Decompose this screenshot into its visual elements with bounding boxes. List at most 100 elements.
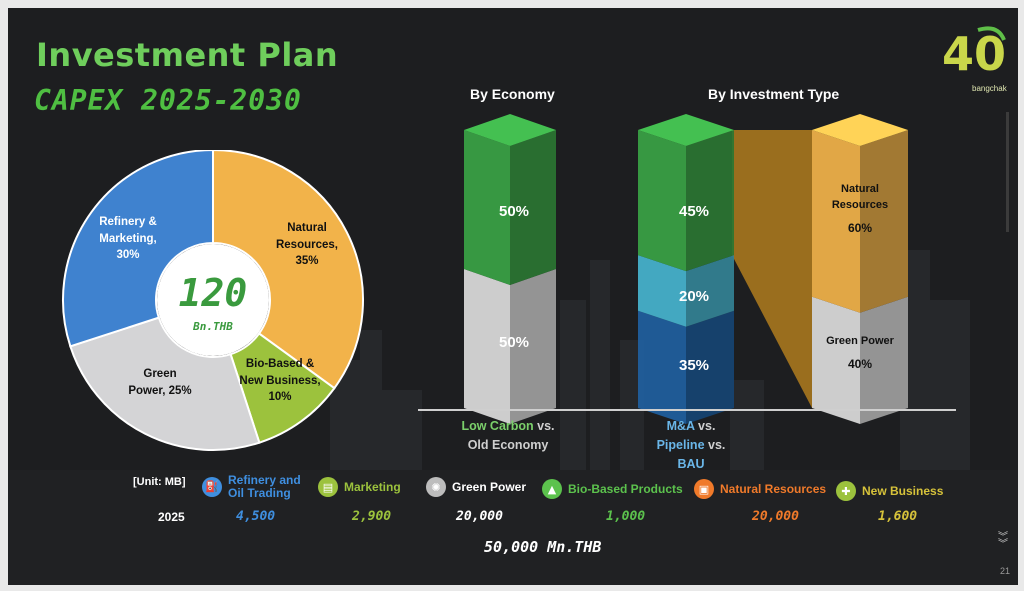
caption-vs: vs.: [694, 419, 716, 433]
breakdown-label-line1: Natural: [841, 183, 879, 195]
investment-bar-seg-2-left: [638, 130, 686, 272]
chart-title-by-economy: By Economy: [470, 86, 555, 102]
legend-refinery: ⛽ Refinery and Oil Trading: [202, 474, 301, 499]
investment-pct-mid: 20%: [678, 288, 710, 305]
slice-label-line1: Green: [143, 368, 177, 380]
logo-number: 40: [942, 27, 1006, 81]
economy-bar-seg-0-left: [464, 269, 510, 424]
caption-vs: vs.: [533, 419, 555, 433]
breakdown-label-pct: 40%: [847, 356, 873, 371]
caption-by-economy: Low Carbon vs. Old Economy: [448, 417, 568, 455]
breakdown-label-natural-resources: Natural Resources 60%: [818, 182, 902, 237]
slice-label-pct: 30%: [116, 249, 140, 262]
logo-subtext: bangchak: [972, 84, 1007, 93]
caption-old-economy: Old Economy: [467, 437, 549, 452]
legend-bio-based-text: Bio-Based Products: [568, 481, 683, 496]
slice-label-line2: Power, 25%: [128, 384, 192, 397]
slice-label-line1: Refinery &: [99, 216, 157, 228]
caption-by-investment-type: M&A vs. Pipeline vs. BAU: [636, 417, 746, 473]
slice-label-refinery: Refinery & Marketing, 30%: [78, 214, 178, 264]
slice-label-line2: Marketing,: [99, 232, 157, 245]
caption-low-carbon: Low Carbon: [461, 419, 534, 433]
investment-pct-bottom: 35%: [678, 357, 710, 374]
page-number: 21: [1000, 566, 1011, 576]
donut-chart: 120 Bn.THB: [62, 150, 364, 451]
economy-bar-seg-0-right: [510, 269, 556, 424]
breakdown-label-line2: Resources: [831, 198, 889, 211]
slice-label-line1: Natural: [287, 222, 327, 234]
legend-refinery-text: Refinery and Oil Trading: [228, 474, 301, 499]
caption-bau: BAU: [677, 456, 705, 471]
value-natural-resources: 20,000: [752, 509, 799, 524]
ma-breakdown-connector: [732, 130, 812, 408]
legend-green-power-text: Green Power: [452, 479, 527, 494]
donut-slice-2: [69, 316, 261, 451]
legend-marketing: ▤ Marketing: [318, 477, 401, 497]
legend-refinery-line1: Refinery and: [228, 473, 301, 487]
slice-label-green-power: Green Power, 25%: [110, 366, 210, 399]
total-value: 50,000 Mn.THB: [484, 538, 602, 556]
slice-label-line2: Resources,: [275, 238, 338, 251]
breakdown-bar-seg-0-right: [860, 296, 908, 424]
new-business-icon: ✚: [836, 481, 856, 501]
green-power-icon: ✺: [426, 477, 446, 497]
donut-slice-3: [62, 150, 214, 348]
donut-center-value: 120: [179, 271, 248, 315]
donut-center: [157, 244, 269, 356]
breakdown-bar-seg-1-right: [860, 130, 908, 313]
legend-natural-resources-text: Natural Resources: [720, 481, 827, 496]
economy-bar-top: [464, 114, 556, 146]
investment-bar-seg-2-right: [686, 130, 734, 272]
legend-natural-resources: ▣ Natural Resources: [694, 479, 826, 499]
legend-new-business-text: New Business: [862, 483, 944, 498]
breakdown-bar-top: [812, 114, 908, 146]
breakdown-bar-seg-1-left: [812, 130, 860, 313]
economy-bar-seg-1-left: [464, 130, 510, 285]
breakdown-label-name: Green Power: [826, 335, 894, 347]
economy-pct-top: 50%: [498, 203, 530, 220]
value-bio-based: 1,000: [606, 509, 646, 524]
investment-bar-top: [638, 114, 734, 146]
slice-label-line1: Bio-Based &: [245, 358, 315, 370]
legend-refinery-line2: Oil Trading: [228, 485, 291, 500]
chart-title-by-investment-type: By Investment Type: [708, 86, 840, 102]
caption-pipeline: Pipeline: [656, 437, 705, 452]
refinery-icon: ⛽: [202, 476, 222, 497]
bar-baseline: [418, 409, 956, 411]
year-label: 2025: [158, 510, 185, 524]
value-marketing: 2,900: [352, 509, 392, 524]
value-refinery: 4,500: [236, 509, 276, 524]
slice-label-line2: New Business,: [239, 374, 321, 387]
breakdown-label-pct: 60%: [847, 220, 873, 235]
caption-ma: M&A: [666, 419, 695, 433]
value-green-power: 20,000: [456, 509, 503, 524]
scrollbar[interactable]: [1006, 112, 1009, 232]
legend-new-business: ✚ New Business: [836, 481, 943, 501]
donut-center-unit: Bn.THB: [192, 320, 233, 333]
slice-label-bio-based: Bio-Based & New Business, 10%: [228, 356, 332, 406]
investment-bar-seg-1-right: [686, 255, 734, 327]
page-subtitle: CAPEX 2025-2030: [34, 84, 302, 117]
marketing-icon: ▤: [318, 477, 338, 497]
bio-based-icon: ▲: [542, 479, 562, 499]
breakdown-bar-seg-0-left: [812, 296, 860, 424]
natural-resources-icon: ▣: [694, 479, 714, 499]
donut-slice-0: [212, 150, 364, 390]
investment-bar-seg-1-left: [638, 255, 686, 327]
value-new-business: 1,600: [878, 509, 918, 524]
investment-bar-seg-0-left: [638, 310, 686, 424]
next-slide-chevron-icon[interactable]: ︾ ︾: [998, 532, 1008, 550]
slice-label-pct: 10%: [268, 391, 292, 404]
investment-pct-top: 45%: [678, 203, 710, 220]
legend-bio-based: ▲ Bio-Based Products: [542, 479, 683, 499]
legend-green-power: ✺ Green Power: [426, 477, 526, 497]
breakdown-label-green-power: Green Power 40%: [812, 334, 908, 373]
bangchak-40-logo: 40: [942, 26, 1006, 81]
investment-bar-seg-0-right: [686, 310, 734, 424]
caption-vs: vs.: [704, 437, 726, 452]
slice-label-pct: 35%: [295, 255, 319, 268]
economy-bar-seg-1-right: [510, 130, 556, 285]
legend-marketing-text: Marketing: [344, 479, 401, 494]
slice-label-natural-resources: Natural Resources, 35%: [262, 220, 352, 270]
